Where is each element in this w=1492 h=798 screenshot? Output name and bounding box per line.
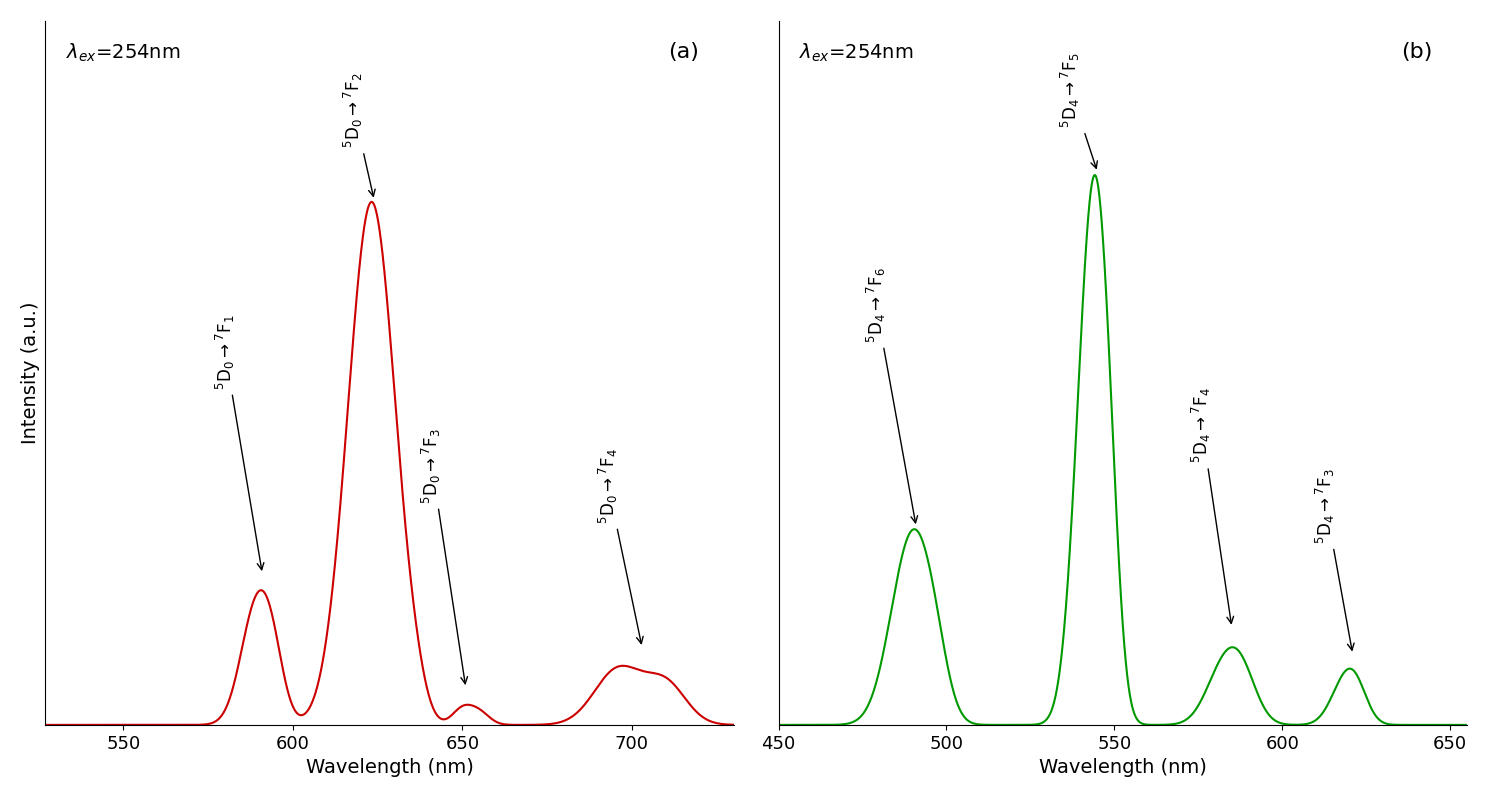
Text: (b): (b) <box>1401 42 1432 62</box>
Text: (a): (a) <box>668 42 700 62</box>
Text: $^5$D$_4$$\rightarrow$$^7$F$_6$: $^5$D$_4$$\rightarrow$$^7$F$_6$ <box>864 267 918 523</box>
X-axis label: Wavelength (nm): Wavelength (nm) <box>306 758 473 777</box>
Text: $^5$D$_4$$\rightarrow$$^7$F$_3$: $^5$D$_4$$\rightarrow$$^7$F$_3$ <box>1314 468 1355 650</box>
Text: $^5$D$_0$$\rightarrow$$^7$F$_4$: $^5$D$_0$$\rightarrow$$^7$F$_4$ <box>597 448 643 643</box>
Text: $\lambda_{ex}$=254nm: $\lambda_{ex}$=254nm <box>66 42 181 65</box>
Text: $^5$D$_4$$\rightarrow$$^7$F$_5$: $^5$D$_4$$\rightarrow$$^7$F$_5$ <box>1059 53 1097 168</box>
Y-axis label: Intensity (a.u.): Intensity (a.u.) <box>21 302 40 444</box>
Text: $^5$D$_4$$\rightarrow$$^7$F$_4$: $^5$D$_4$$\rightarrow$$^7$F$_4$ <box>1191 388 1234 623</box>
Text: $\lambda_{ex}$=254nm: $\lambda_{ex}$=254nm <box>800 42 913 65</box>
Text: $^5$D$_0$$\rightarrow$$^7$F$_1$: $^5$D$_0$$\rightarrow$$^7$F$_1$ <box>213 314 264 570</box>
Text: $^5$D$_0$$\rightarrow$$^7$F$_3$: $^5$D$_0$$\rightarrow$$^7$F$_3$ <box>421 428 467 684</box>
Text: $^5$D$_0$$\rightarrow$$^7$F$_2$: $^5$D$_0$$\rightarrow$$^7$F$_2$ <box>342 73 374 196</box>
X-axis label: Wavelength (nm): Wavelength (nm) <box>1038 758 1207 777</box>
